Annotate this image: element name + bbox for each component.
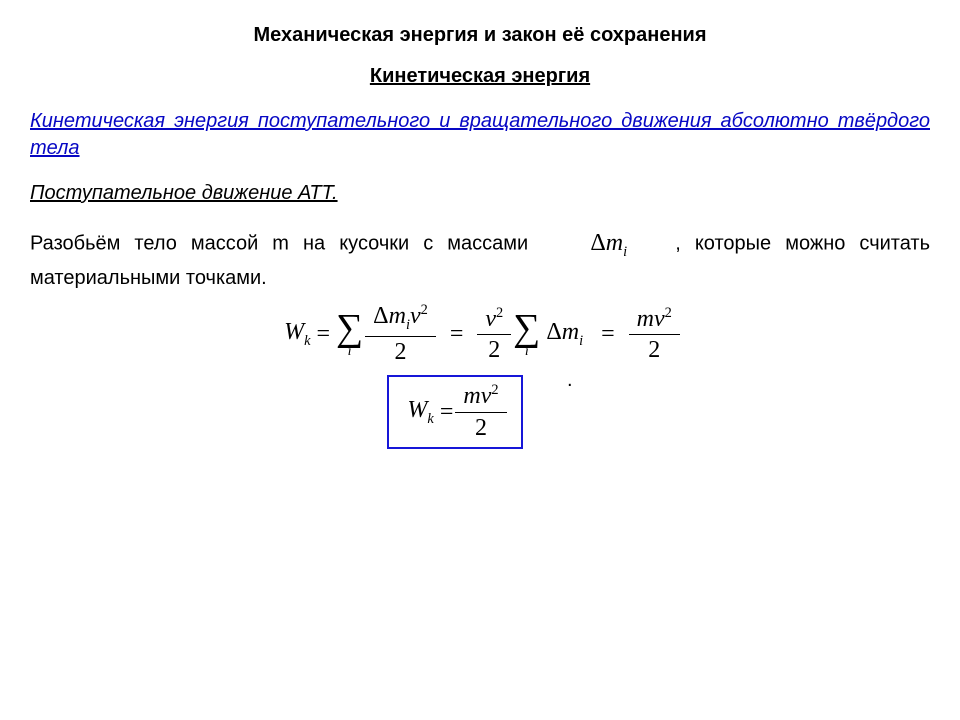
boxed-result: Wk = mv2 2 [387,375,522,449]
page-title: Механическая энергия и закон её сохранен… [30,24,930,47]
intro-blue-text: Кинетическая энергия поступательного и в… [30,108,930,162]
sigma-2: ∑ i [513,309,540,359]
equation-derivation: Wk = ∑ i Δmiv2 2 = v2 2 [30,303,930,365]
body-paragraph: Разобьём тело массой m на кусочки с масс… [30,225,930,293]
page-subtitle: Кинетическая энергия [30,65,930,88]
wk-label-box: Wk [407,397,433,428]
section-heading: Поступательное движение АТТ. [30,182,930,205]
boxed-equation-row: Wk = mv2 2 . [30,365,930,449]
slide-page: Механическая энергия и закон её сохранен… [0,0,960,473]
body-before: Разобьём тело массой m на кусочки с масс… [30,232,542,254]
wk-label: Wk [284,319,310,350]
frac-v2-over-2: v2 2 [481,306,507,364]
frac-dmv2-over-2: Δmiv2 2 [369,303,432,365]
delta-m-i-term: Δmi [546,319,583,350]
sigma-1: ∑ i [336,309,363,359]
delta-m-i-symbol: Δmi [584,225,633,263]
frac-mv2-over-2-box: mv2 2 [459,383,502,441]
trailing-period: . [567,369,573,392]
frac-mv2-over-2: mv2 2 [633,306,676,364]
